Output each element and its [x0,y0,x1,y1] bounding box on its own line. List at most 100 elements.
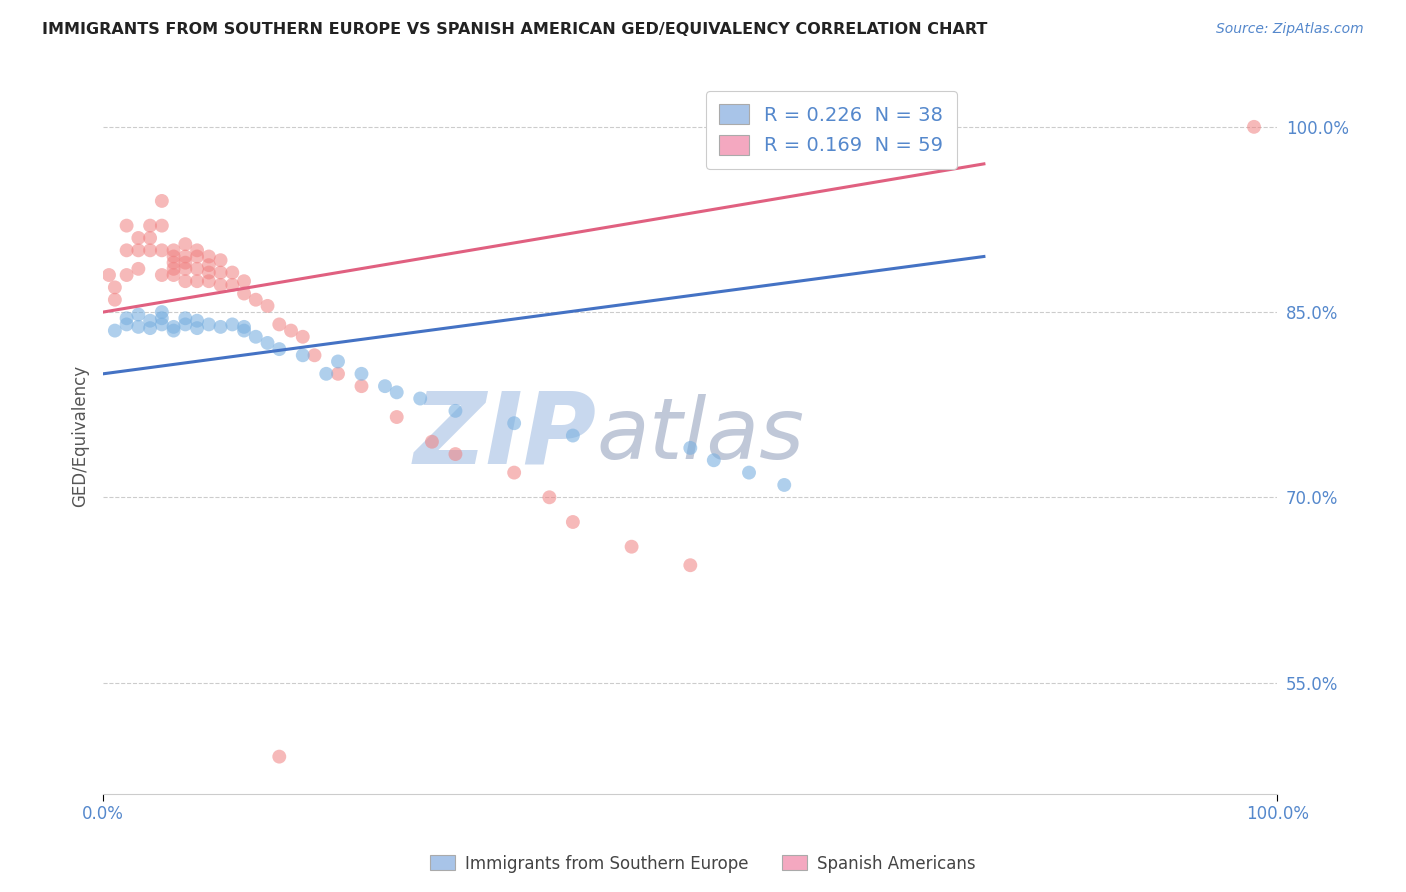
Point [221,277,243,292]
Point [104,293,127,307]
Point [198,258,221,272]
Point [150,194,173,208]
Point [1243,120,1265,134]
Point [620,540,643,554]
Point [538,491,561,505]
Point [326,367,349,381]
Point [162,319,184,334]
Point [150,311,173,326]
Point [139,244,162,258]
Point [150,268,173,282]
Point [209,266,232,280]
Point [162,250,184,264]
Y-axis label: GED/Equivalency: GED/Equivalency [72,365,89,507]
Text: IMMIGRANTS FROM SOUTHERN EUROPE VS SPANISH AMERICAN GED/EQUIVALENCY CORRELATION : IMMIGRANTS FROM SOUTHERN EUROPE VS SPANI… [42,22,987,37]
Point [703,453,725,467]
Point [444,404,467,418]
Point [233,274,256,288]
Point [162,255,184,269]
Point [738,466,761,480]
Point [280,324,302,338]
Point [174,237,197,252]
Point [150,244,173,258]
Point [98,268,121,282]
Point [561,428,583,442]
Point [221,266,243,280]
Legend: Immigrants from Southern Europe, Spanish Americans: Immigrants from Southern Europe, Spanish… [423,848,983,880]
Point [198,266,221,280]
Point [773,478,796,492]
Point [233,324,256,338]
Point [104,324,127,338]
Point [174,311,197,326]
Point [233,286,256,301]
Point [139,231,162,245]
Point [162,244,184,258]
Point [679,441,702,455]
Point [198,274,221,288]
Point [127,244,149,258]
Point [409,392,432,406]
Point [679,558,702,573]
Point [115,311,138,326]
Point [127,231,149,245]
Point [245,330,267,344]
Point [561,515,583,529]
Point [174,274,197,288]
Point [256,335,278,350]
Point [503,416,526,430]
Point [127,261,149,276]
Point [186,250,208,264]
Point [245,293,267,307]
Point [115,268,138,282]
Point [420,434,443,449]
Point [139,321,162,335]
Point [385,410,408,425]
Point [150,219,173,233]
Point [115,318,138,332]
Point [269,318,291,332]
Point [115,244,138,258]
Point [174,250,197,264]
Point [233,319,256,334]
Point [186,244,208,258]
Text: ZIP: ZIP [413,387,596,484]
Point [315,367,337,381]
Point [127,308,149,322]
Point [198,318,221,332]
Point [162,261,184,276]
Point [198,250,221,264]
Point [209,253,232,268]
Point [186,314,208,328]
Point [150,305,173,319]
Point [326,354,349,368]
Point [503,466,526,480]
Point [186,321,208,335]
Point [350,367,373,381]
Point [221,318,243,332]
Point [374,379,396,393]
Point [162,268,184,282]
Point [304,348,326,362]
Point [269,342,291,356]
Point [186,274,208,288]
Point [104,280,127,294]
Point [350,379,373,393]
Point [269,749,291,764]
Point [291,330,314,344]
Point [139,219,162,233]
Point [256,299,278,313]
Point [127,319,149,334]
Point [209,277,232,292]
Point [291,348,314,362]
Point [174,318,197,332]
Point [209,319,232,334]
Point [115,219,138,233]
Point [385,385,408,400]
Point [174,261,197,276]
Legend: R = 0.226  N = 38, R = 0.169  N = 59: R = 0.226 N = 38, R = 0.169 N = 59 [706,91,956,169]
Point [186,261,208,276]
Point [174,255,197,269]
Point [162,324,184,338]
Text: atlas: atlas [596,394,804,477]
